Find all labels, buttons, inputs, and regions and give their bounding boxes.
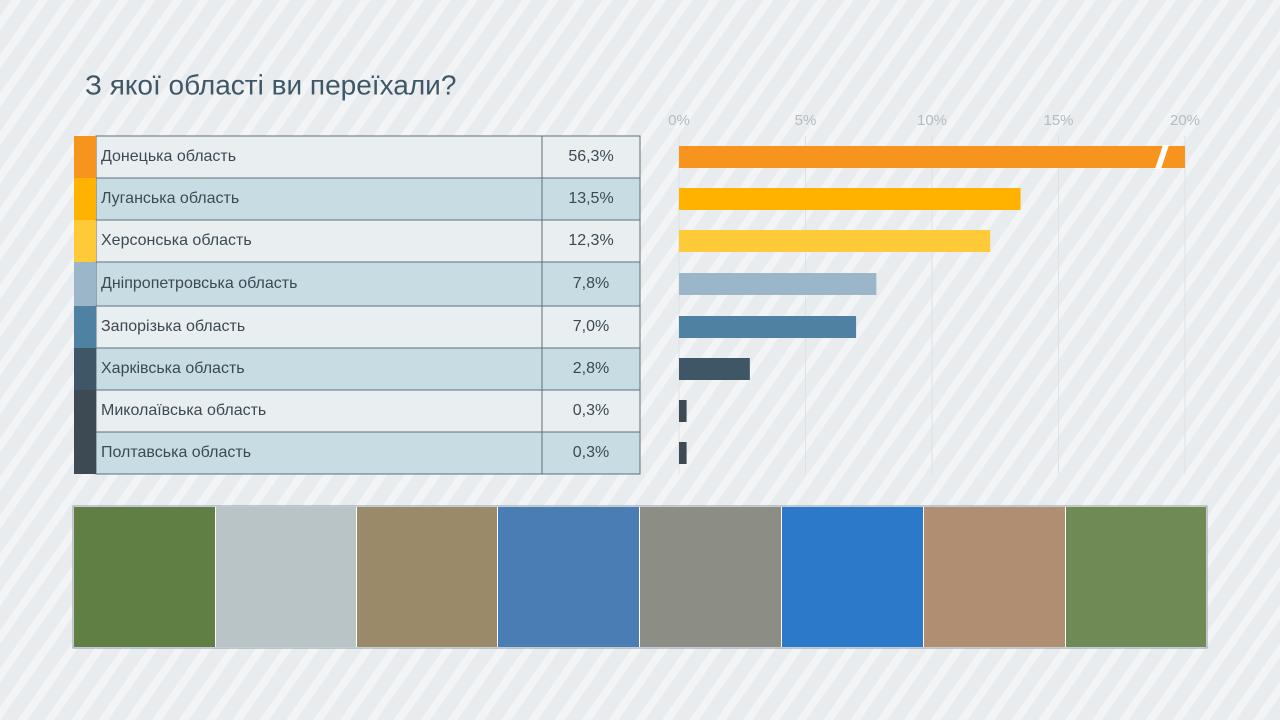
photo [498,507,639,647]
photo [782,507,923,647]
bar [679,188,1021,210]
table-row [95,389,641,433]
region-name: Луганська область [101,190,239,207]
region-name: Харківська область [101,360,245,377]
bar [679,442,687,464]
color-swatch [74,178,96,220]
region-name: Миколаївська область [101,402,266,419]
bar [679,400,687,422]
photo [74,507,215,647]
chart-title: З якої області ви переїхали? [85,69,456,100]
color-swatch [74,348,96,390]
photo-strip [72,505,1208,649]
color-swatch [74,136,96,178]
table-row [95,177,641,221]
bar [679,230,991,252]
photo [357,507,497,647]
photo [640,507,781,647]
region-name: Дніпропетровська область [101,275,297,292]
bars [679,146,1185,464]
x-tick-label: 20% [1170,112,1200,129]
value-label: 2,8% [573,360,609,377]
photo [924,507,1065,647]
region-name: Херсонська область [101,232,252,249]
color-swatch [74,262,96,306]
region-name: Полтавська область [101,444,251,461]
table-row [95,347,641,391]
photo [1066,507,1206,647]
annotations [1155,145,1169,169]
table-row [95,431,641,475]
axis-break [1155,145,1169,169]
region-name: Донецька область [101,148,236,165]
value-label: 0,3% [573,444,609,461]
color-swatch [74,390,96,432]
color-swatch [74,220,96,262]
x-tick-label: 0% [668,112,690,129]
bar [679,146,1185,168]
x-tick-label: 10% [917,112,947,129]
bar [679,358,750,380]
table-row [95,135,641,179]
color-swatch [74,306,96,348]
table: Донецька область 56,3% Луганська область 13… [74,135,641,475]
value-label: 0,3% [573,402,609,419]
value-label: 7,0% [573,318,609,335]
value-label: 13,5% [568,190,613,207]
value-label: 12,3% [568,232,613,249]
x-tick-label: 15% [1043,112,1073,129]
value-label: 56,3% [568,148,613,165]
x-tick-label: 5% [795,112,817,129]
bar [679,273,877,295]
value-label: 7,8% [573,275,609,292]
region-name: Запорізька область [101,318,245,335]
photo [216,507,356,647]
bar [679,316,857,338]
color-swatch [74,432,96,474]
